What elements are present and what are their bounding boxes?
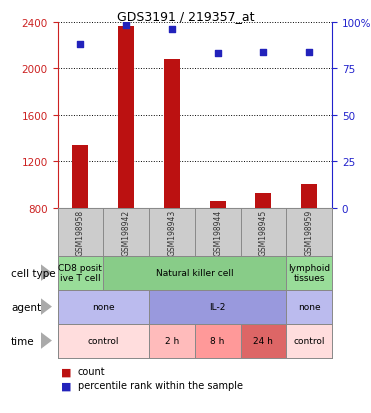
Point bbox=[123, 23, 129, 30]
Polygon shape bbox=[41, 332, 52, 349]
Polygon shape bbox=[41, 299, 52, 315]
Bar bbox=[164, 60, 180, 209]
Text: GSM198945: GSM198945 bbox=[259, 209, 268, 255]
Text: CD8 posit
ive T cell: CD8 posit ive T cell bbox=[59, 263, 102, 282]
Point bbox=[306, 49, 312, 56]
Bar bbox=[195, 324, 240, 358]
Text: cell type: cell type bbox=[11, 268, 56, 278]
Bar bbox=[286, 290, 332, 324]
Bar bbox=[286, 324, 332, 358]
Bar bbox=[240, 324, 286, 358]
Polygon shape bbox=[41, 265, 52, 281]
Text: 8 h: 8 h bbox=[210, 336, 225, 345]
Bar bbox=[149, 290, 286, 324]
Text: GSM198942: GSM198942 bbox=[122, 209, 131, 255]
Bar bbox=[210, 202, 226, 209]
Text: time: time bbox=[11, 336, 35, 346]
Point bbox=[260, 49, 266, 56]
Text: agent: agent bbox=[11, 302, 41, 312]
Bar bbox=[58, 290, 149, 324]
Text: ■: ■ bbox=[61, 380, 72, 390]
Text: percentile rank within the sample: percentile rank within the sample bbox=[78, 380, 243, 390]
Bar bbox=[286, 256, 332, 290]
Bar bbox=[72, 146, 88, 209]
Bar bbox=[103, 256, 286, 290]
Bar bbox=[255, 193, 272, 209]
Text: none: none bbox=[92, 302, 115, 311]
Point bbox=[169, 27, 175, 33]
Bar bbox=[58, 324, 149, 358]
Point bbox=[215, 51, 221, 58]
Text: GSM198943: GSM198943 bbox=[167, 209, 176, 255]
Text: lymphoid
tissues: lymphoid tissues bbox=[288, 263, 330, 282]
Text: GDS3191 / 219357_at: GDS3191 / 219357_at bbox=[117, 10, 254, 23]
Text: IL-2: IL-2 bbox=[210, 302, 226, 311]
Text: control: control bbox=[88, 336, 119, 345]
Point bbox=[78, 42, 83, 48]
Text: Natural killer cell: Natural killer cell bbox=[156, 268, 234, 278]
Text: 2 h: 2 h bbox=[165, 336, 179, 345]
Bar bbox=[149, 324, 195, 358]
Bar bbox=[118, 27, 134, 209]
Text: GSM198958: GSM198958 bbox=[76, 209, 85, 255]
Text: ■: ■ bbox=[61, 366, 72, 376]
Text: none: none bbox=[298, 302, 321, 311]
Text: control: control bbox=[293, 336, 325, 345]
Text: count: count bbox=[78, 366, 105, 376]
Bar bbox=[58, 256, 103, 290]
Text: 24 h: 24 h bbox=[253, 336, 273, 345]
Text: GSM198944: GSM198944 bbox=[213, 209, 222, 255]
Bar bbox=[301, 184, 317, 209]
Text: GSM198959: GSM198959 bbox=[305, 209, 313, 255]
